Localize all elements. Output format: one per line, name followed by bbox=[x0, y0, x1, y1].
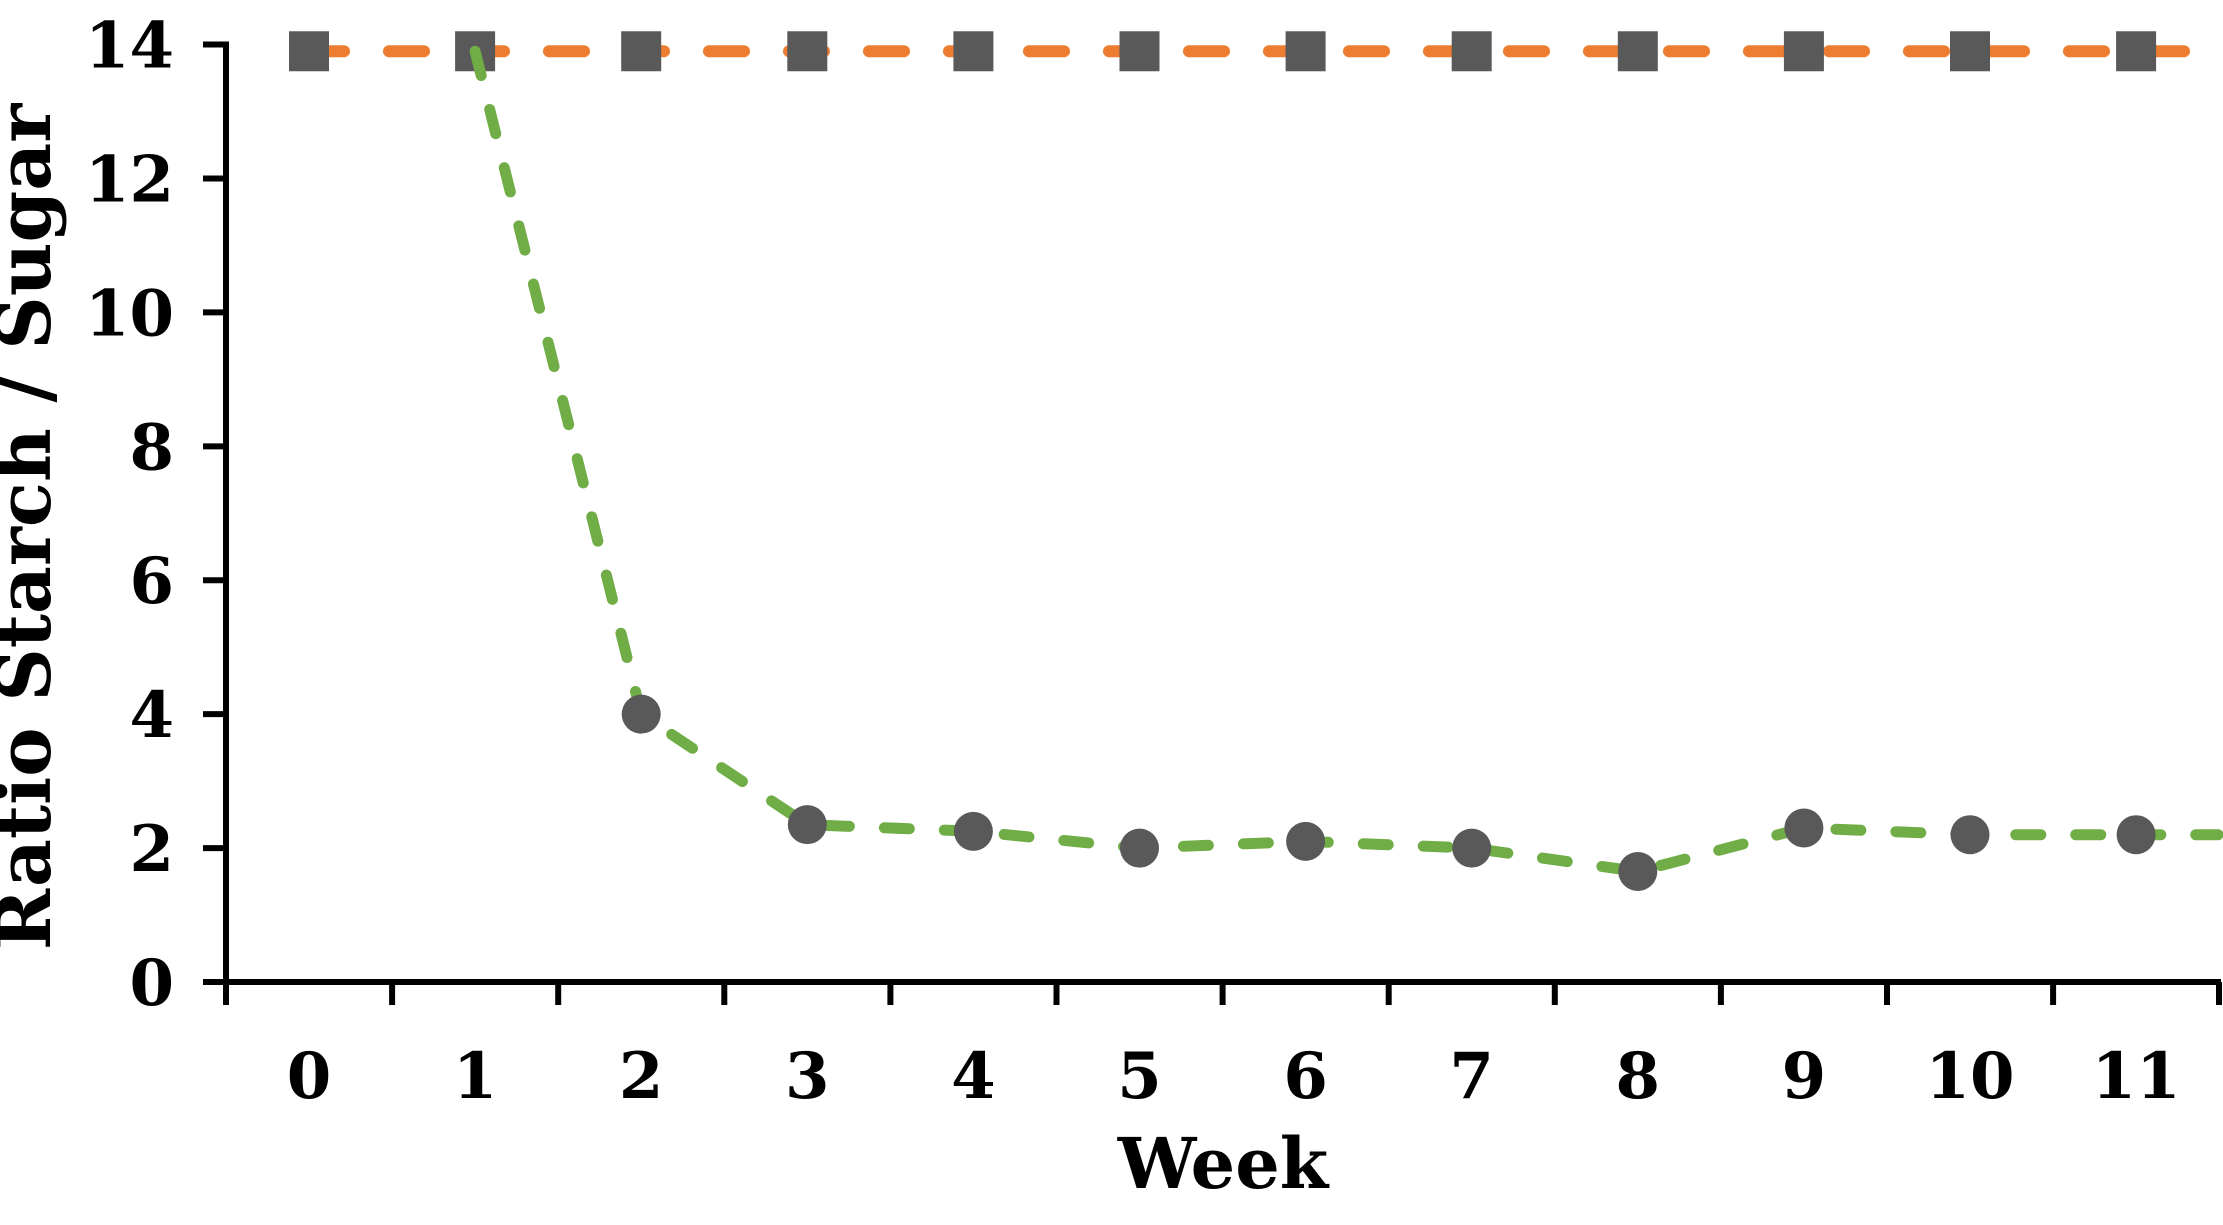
data-point-square bbox=[1451, 31, 1492, 72]
y-tick-label: 10 bbox=[85, 276, 174, 351]
data-point-circle bbox=[787, 805, 827, 845]
axis-titles: Week Ratio Starch / Sugar bbox=[0, 103, 1330, 1205]
x-tick-label: 10 bbox=[1925, 1039, 2014, 1114]
x-tick-label: 1 bbox=[453, 1039, 498, 1114]
data-point-circle bbox=[621, 694, 661, 734]
x-tick-label: 7 bbox=[1449, 1039, 1494, 1114]
series bbox=[289, 31, 2223, 892]
x-tick-label: 11 bbox=[2092, 1039, 2181, 1114]
x-tick-label: 9 bbox=[1782, 1039, 1827, 1114]
data-point-circle bbox=[1950, 815, 1990, 855]
y-tick-label: 2 bbox=[129, 812, 174, 887]
data-point-square bbox=[787, 31, 828, 72]
data-point-circle bbox=[953, 811, 993, 851]
x-tick-label: 4 bbox=[951, 1039, 996, 1114]
x-tick-label: 5 bbox=[1117, 1039, 1162, 1114]
data-point-circle bbox=[2116, 815, 2156, 855]
x-tick-label: 3 bbox=[785, 1039, 830, 1114]
data-point-circle bbox=[1618, 852, 1658, 892]
data-point-square bbox=[1617, 31, 1658, 72]
y-axis-title: Ratio Starch / Sugar bbox=[0, 103, 68, 950]
x-tick-label: 8 bbox=[1616, 1039, 1661, 1114]
x-tick-label: 2 bbox=[619, 1039, 664, 1114]
x-tick-label: 0 bbox=[287, 1039, 332, 1114]
data-point-square bbox=[2116, 31, 2157, 72]
data-point-square bbox=[953, 31, 994, 72]
data-point-circle bbox=[1286, 821, 1326, 861]
y-tick-label: 0 bbox=[129, 946, 174, 1021]
x-tick-label: 6 bbox=[1283, 1039, 1328, 1114]
data-point-square bbox=[1950, 31, 1990, 72]
data-point-square bbox=[1119, 31, 1160, 72]
data-point-square bbox=[1285, 31, 1326, 72]
y-tick-label: 4 bbox=[129, 678, 174, 753]
data-point-square bbox=[621, 31, 662, 72]
y-tick-label: 12 bbox=[85, 142, 174, 217]
data-point-circle bbox=[1120, 828, 1159, 868]
x-axis-title: Week bbox=[1117, 1122, 1330, 1205]
y-tick-label: 6 bbox=[129, 544, 174, 619]
green-dashed-circles-line bbox=[469, 45, 2223, 878]
data-point-circle bbox=[1452, 828, 1492, 868]
data-point-square bbox=[1783, 31, 1824, 72]
y-tick-label: 8 bbox=[129, 410, 174, 485]
data-point-circle bbox=[1784, 808, 1824, 848]
y-tick-label: 14 bbox=[85, 9, 174, 84]
data-point-square bbox=[289, 31, 329, 72]
